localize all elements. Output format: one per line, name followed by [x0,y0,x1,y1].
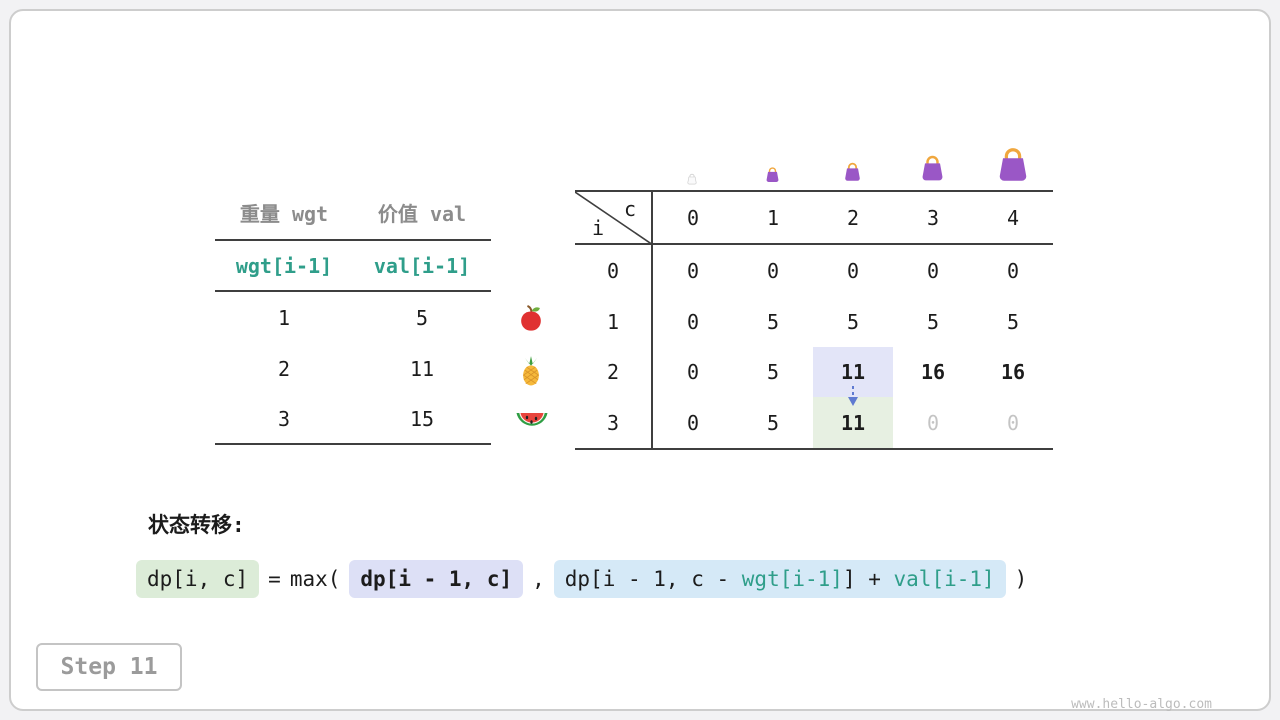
dp-col-header: 3 [893,192,973,245]
bag-capacity-2-icon [842,160,863,186]
dp-col-header: 1 [733,192,813,245]
apple-icon [516,303,546,337]
formula-arg2-mid: ] + [842,567,894,591]
items-table: 重量 wgt 价值 val wgt[i-1] val[i-1] 1 5 2 11… [215,185,491,445]
dp-cell-3-3: 0 [926,410,940,435]
bag-capacity-3-icon [918,152,947,186]
bag-capacity-0-icon [686,170,698,189]
bag-capacity-4-icon [994,143,1032,187]
dp-cell-3-1: 5 [766,410,780,435]
dp-cell-2-0: 0 [686,360,700,384]
state-transition-formula: dp[i, c] = max( dp[i - 1, c] , dp[i - 1,… [136,560,1027,598]
corner-diagonal-line [575,192,653,245]
formula-arg1: dp[i - 1, c] [349,560,524,598]
dp-row-header: 3 [575,397,653,448]
dp-col-header: 4 [973,192,1053,245]
dp-cell-2-4: 16 [1000,360,1026,384]
dp-row-header: 1 [575,296,653,347]
dp-cell-1-1: 5 [766,309,780,334]
dp-table: c i 0 1 2 3 4 0 0 0 0 0 0 1 0 5 5 5 5 2 … [575,190,1053,450]
dp-cell-3-4: 0 [1006,410,1020,435]
dp-cell-0-2: 0 [846,258,860,283]
watermelon-icon [515,409,549,439]
dp-cell-2-3: 16 [920,360,946,384]
dp-cell-1-2: 5 [846,309,860,334]
step-badge: Step 11 [36,643,182,691]
formula-arg2-wgt: wgt[i-1] [741,567,843,591]
dp-cell-0-0: 0 [686,258,700,283]
row-variable-label: i [592,216,605,240]
dp-col-header: 2 [813,192,893,245]
items-col-header-value: 价值 val [353,185,491,241]
dp-row-header: 0 [575,245,653,296]
formula-comma: , [532,567,545,591]
transition-arrow-icon [848,386,858,406]
formula-max-open: max( [289,567,341,591]
formula-arg2-prefix: dp[i - 1, c - [564,567,742,591]
watermark-url: www.hello-algo.com [1071,697,1212,712]
formula-arg2: dp[i - 1, c - wgt[i-1]] + val[i-1] [553,560,1006,598]
items-formula-val: val[i-1] [353,241,491,292]
formula-lhs: dp[i, c] [136,560,260,598]
item-1-weight: 1 [277,305,291,330]
item-3-value: 15 [353,394,491,445]
bag-capacity-1-icon [764,165,781,187]
item-2-value: 11 [409,356,435,381]
item-2-weight: 2 [277,356,291,381]
items-col-header-weight: 重量 wgt [215,185,353,241]
dp-cell-0-1: 0 [766,258,780,283]
formula-close-paren: ) [1014,567,1028,591]
dp-corner-cell: c i [575,192,653,245]
item-3-weight: 3 [215,394,353,445]
dp-cell-1-4: 5 [1006,309,1020,334]
dp-row-header: 2 [575,347,653,397]
col-variable-label: c [623,197,636,221]
state-transition-label: 状态转移: [148,513,245,537]
pineapple-icon [517,355,545,391]
dp-cell-0-3: 0 [926,258,940,283]
dp-cell-1-3: 5 [926,309,940,334]
item-1-value: 5 [415,305,429,330]
dp-col-header: 0 [653,192,733,245]
formula-arg2-val: val[i-1] [893,567,995,591]
dp-cell-2-1: 5 [766,360,780,384]
dp-cell-3-0: 0 [686,410,700,435]
dp-cell-1-0: 0 [686,309,700,334]
dp-cell-0-4: 0 [1006,258,1020,283]
formula-equals: = [268,567,281,591]
items-formula-wgt: wgt[i-1] [215,241,353,292]
